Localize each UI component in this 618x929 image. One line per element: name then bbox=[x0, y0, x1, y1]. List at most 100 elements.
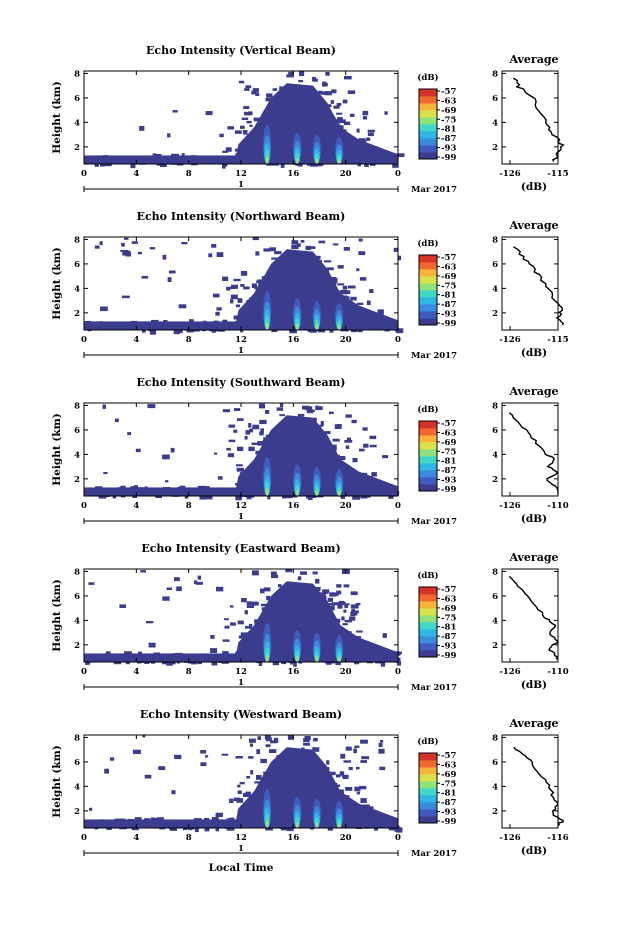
profile-y-tick-label: 4 bbox=[492, 782, 498, 792]
echo-cell bbox=[328, 771, 336, 776]
echo-cell bbox=[240, 125, 245, 129]
echo-cell bbox=[272, 88, 278, 91]
colorbar-segment bbox=[419, 428, 437, 436]
profile-x-tick-label: -126 bbox=[499, 667, 520, 677]
echo-cell bbox=[245, 85, 252, 88]
colorbar-label: -99 bbox=[441, 817, 456, 827]
colorbar-segment bbox=[419, 124, 437, 132]
echo-cell bbox=[199, 494, 206, 500]
echo-cell bbox=[339, 771, 345, 776]
x-tick-label: 0 bbox=[395, 667, 401, 677]
echo-cell bbox=[343, 760, 351, 763]
echo-cell bbox=[98, 495, 107, 499]
echo-cell bbox=[265, 744, 271, 748]
echo-cell bbox=[384, 111, 388, 115]
echo-cell bbox=[345, 787, 353, 791]
month-label: Mar 2017 bbox=[411, 849, 457, 859]
echo-cell bbox=[171, 153, 179, 157]
echo-cell bbox=[267, 495, 271, 500]
profile-x-label: (dB) bbox=[521, 347, 547, 359]
echo-cell bbox=[352, 496, 361, 500]
echo-cell bbox=[344, 440, 353, 443]
echo-cell bbox=[139, 126, 145, 131]
echo-cell bbox=[315, 578, 320, 584]
colorbar-label: -93 bbox=[441, 476, 456, 486]
profile-x-tick-label: -110 bbox=[547, 667, 568, 677]
echo-cell bbox=[304, 736, 311, 741]
colorbar-label: -75 bbox=[441, 115, 456, 125]
echo-cell bbox=[167, 277, 172, 282]
echo-cell bbox=[146, 621, 154, 624]
x-tick-label: 4 bbox=[133, 169, 139, 179]
convective-core bbox=[234, 249, 398, 330]
colorbar-segment bbox=[419, 421, 437, 429]
echo-cell bbox=[337, 265, 344, 269]
echo-cell bbox=[99, 241, 103, 245]
echo-cell bbox=[324, 91, 332, 96]
echo-cell bbox=[249, 738, 256, 743]
plume-4-layer bbox=[337, 822, 341, 829]
x-tick-label: 4 bbox=[133, 833, 139, 843]
profile-x-tick-label: -115 bbox=[547, 169, 568, 179]
echo-cell bbox=[324, 431, 331, 434]
echo-cell bbox=[160, 162, 167, 167]
echo-cell bbox=[336, 584, 342, 588]
echo-cell bbox=[248, 623, 253, 629]
echo-cell bbox=[396, 828, 403, 833]
colorbar-segment bbox=[419, 311, 437, 319]
echo-cell bbox=[221, 753, 229, 756]
echo-cell bbox=[265, 410, 270, 414]
echo-cell bbox=[124, 651, 132, 655]
echo-cell bbox=[339, 291, 345, 295]
month-label: Mar 2017 bbox=[411, 185, 457, 195]
y-tick-label: 4 bbox=[74, 450, 80, 460]
echo-cell bbox=[257, 736, 261, 740]
profile-y-tick-label: 4 bbox=[492, 284, 498, 294]
colorbar-segment bbox=[419, 816, 437, 824]
echo-cell bbox=[144, 774, 152, 779]
echo-cell bbox=[112, 495, 117, 499]
echo-cell bbox=[337, 283, 345, 286]
echo-cell bbox=[200, 762, 207, 767]
echo-cell bbox=[313, 737, 318, 742]
echo-cell bbox=[109, 757, 115, 761]
echo-cell bbox=[358, 138, 366, 143]
echo-cell bbox=[205, 755, 209, 758]
echo-cell bbox=[322, 595, 327, 600]
echo-cell bbox=[367, 132, 374, 137]
profile-frame bbox=[501, 236, 559, 331]
echo-cell bbox=[216, 307, 222, 311]
echo-cell bbox=[293, 661, 297, 667]
x-tick-label: 8 bbox=[186, 833, 192, 843]
echo-cell bbox=[297, 413, 305, 417]
echo-cell bbox=[242, 130, 248, 135]
echo-cell bbox=[356, 302, 364, 305]
echo-cell bbox=[233, 429, 238, 433]
echo-cell bbox=[300, 240, 305, 243]
echo-cell bbox=[329, 411, 334, 415]
echo-cell bbox=[322, 83, 328, 87]
echo-cell bbox=[246, 120, 252, 124]
echo-cell bbox=[393, 247, 399, 252]
echo-cell bbox=[367, 806, 374, 810]
y-tick-label: 2 bbox=[74, 807, 80, 817]
plume-2-layer bbox=[295, 157, 299, 165]
colorbar-segment bbox=[419, 809, 437, 817]
y-axis-label: Height (km) bbox=[51, 81, 63, 153]
colorbar-segment bbox=[419, 594, 437, 602]
echo-cell bbox=[356, 630, 363, 633]
echo-cell bbox=[356, 766, 360, 770]
echo-cell bbox=[344, 603, 350, 606]
echo-cell bbox=[260, 588, 265, 594]
profile-x-label: (dB) bbox=[521, 679, 547, 691]
echo-cell bbox=[274, 737, 279, 742]
colorbar-label: -57 bbox=[441, 751, 456, 761]
echo-cell bbox=[321, 91, 328, 95]
x-tick-label: 16 bbox=[287, 169, 299, 179]
colorbar-label: -75 bbox=[441, 447, 456, 457]
echo-cell bbox=[205, 111, 213, 116]
echo-cell bbox=[308, 246, 316, 249]
plume-3-layer bbox=[315, 822, 319, 828]
colorbar-unit: (dB) bbox=[417, 570, 438, 581]
